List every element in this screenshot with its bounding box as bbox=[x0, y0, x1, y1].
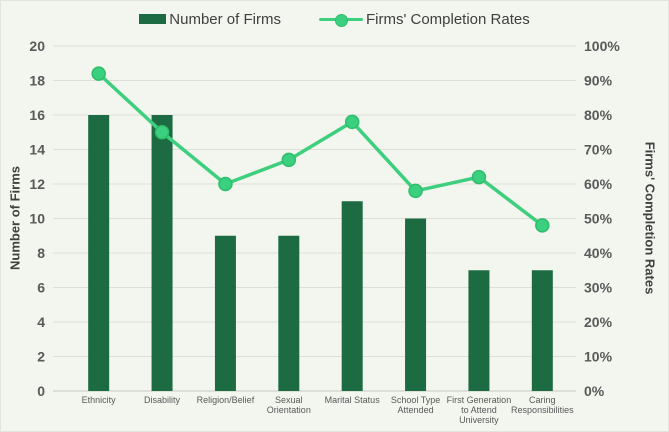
completion-rates-line bbox=[96, 71, 545, 228]
right-axis-tick-label: 40% bbox=[584, 245, 613, 261]
chart-legend: Number of Firms Firms' Completion Rates bbox=[1, 6, 668, 32]
line-marker-Disability bbox=[154, 125, 170, 140]
right-axis-tick-label: 90% bbox=[584, 73, 613, 89]
line-marker-First Generation to Attend University bbox=[471, 169, 487, 185]
line-marker-Marital Status bbox=[344, 114, 360, 130]
line-marker-School Type Attended bbox=[408, 183, 423, 199]
x-category-label: Religion/Belief bbox=[197, 395, 255, 405]
right-axis-tick-label: 10% bbox=[584, 349, 613, 365]
x-category-label: Ethnicity bbox=[82, 395, 117, 405]
legend-item-completion-rates: Firms' Completion Rates bbox=[318, 10, 530, 28]
left-axis-tick-label: 18 bbox=[29, 73, 45, 89]
x-category-label: Caring Responsibilities bbox=[511, 395, 574, 415]
left-axis-tick-label: 16 bbox=[29, 107, 45, 123]
bar-Sexual Orientation bbox=[278, 235, 300, 391]
line-marker-Caring Responsibilities bbox=[535, 218, 550, 233]
left-axis-tick-label: 10 bbox=[29, 211, 45, 227]
bar-First Generation to Attend University bbox=[468, 270, 490, 391]
left-axis-tick-label: 12 bbox=[29, 176, 45, 192]
line-marker-icon bbox=[334, 14, 348, 27]
left-axis-tick-label: 20 bbox=[29, 38, 45, 54]
right-axis-tick-label: 20% bbox=[584, 314, 613, 330]
x-category-label: First Generation to Attend University bbox=[447, 395, 512, 425]
right-axis-tick-label: 80% bbox=[584, 107, 613, 123]
left-axis-title: Number of Firms bbox=[7, 165, 23, 271]
right-axis-tick-label: 30% bbox=[584, 280, 613, 296]
left-axis-tick-label: 2 bbox=[37, 349, 45, 365]
legend-label: Number of Firms bbox=[169, 10, 281, 28]
right-axis-tick-label: 50% bbox=[584, 211, 613, 227]
bar-swatch-icon bbox=[139, 14, 167, 24]
x-category-label: Sexual Orientation bbox=[267, 395, 311, 415]
bar-Marital Status bbox=[341, 201, 363, 391]
left-axis-tick-label: 8 bbox=[37, 245, 45, 261]
x-category-label: Disability bbox=[144, 395, 181, 405]
bar-Caring Responsibilities bbox=[531, 270, 553, 391]
line-marker-Ethnicity bbox=[91, 66, 106, 81]
right-axis-title: Firms' Completion Rates bbox=[642, 141, 658, 295]
bar-School Type Attended bbox=[405, 218, 427, 391]
bar-Ethnicity bbox=[88, 115, 110, 391]
x-category-label: Marital Status bbox=[325, 395, 381, 405]
left-axis-tick-label: 6 bbox=[37, 280, 45, 296]
right-axis-tick-label: 100% bbox=[584, 38, 620, 54]
x-category-label: School Type Attended bbox=[391, 395, 440, 415]
legend-label: Firms' Completion Rates bbox=[365, 10, 530, 28]
right-axis-tick-label: 70% bbox=[584, 142, 613, 158]
line-marker-Religion/Belief bbox=[218, 176, 233, 192]
right-axis-tick-label: 60% bbox=[584, 176, 613, 192]
right-axis-tick-label: 0% bbox=[584, 383, 605, 399]
left-axis-tick-label: 0 bbox=[37, 383, 45, 399]
legend-item-number-of-firms: Number of Firms bbox=[139, 11, 281, 28]
line-marker-Sexual Orientation bbox=[281, 152, 297, 168]
left-axis-tick-label: 14 bbox=[29, 142, 45, 158]
left-axis-tick-label: 4 bbox=[37, 314, 45, 330]
line-swatch-icon bbox=[318, 12, 363, 27]
bar-Religion/Belief bbox=[214, 235, 236, 391]
bar-Disability bbox=[151, 115, 173, 391]
